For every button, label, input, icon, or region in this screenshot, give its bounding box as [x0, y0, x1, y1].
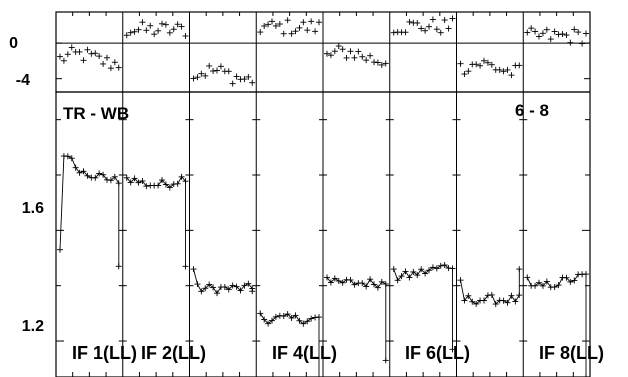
phase-ytick-0: 0 — [9, 35, 18, 52]
amp-line-6 — [393, 264, 453, 350]
if-series-3 — [190, 62, 256, 297]
phase-ytick-1: -4 — [16, 72, 30, 89]
if-series-7 — [457, 57, 523, 308]
if-label-8: IF 8(LL) — [539, 343, 604, 363]
amp-line-3 — [193, 268, 253, 295]
data-series — [57, 15, 589, 377]
if-label-6: IF 6(LL) — [405, 343, 470, 363]
amp-ytick-0: 1.6 — [22, 200, 44, 217]
panel-frames — [55, 11, 591, 377]
if-label-2: IF 2(LL) — [141, 343, 206, 363]
tick-marks — [56, 12, 590, 377]
amp-line-2 — [126, 176, 186, 267]
baseline-label: TR - WB — [63, 104, 129, 123]
if-series-8 — [524, 25, 589, 377]
if-label-1: IF 1(LL) — [72, 343, 137, 363]
if-series-2 — [123, 19, 189, 270]
if-series-6 — [390, 15, 456, 353]
if-series-4 — [257, 17, 322, 377]
if-series-1 — [57, 44, 122, 270]
amp-line-7 — [460, 269, 520, 305]
if-series-5 — [324, 43, 389, 364]
if-label-4: IF 4(LL) — [272, 343, 337, 363]
channel-label: 6 - 8 — [515, 101, 549, 120]
amp-ytick-1: 1.2 — [22, 318, 44, 335]
amp-line-1 — [59, 155, 120, 267]
